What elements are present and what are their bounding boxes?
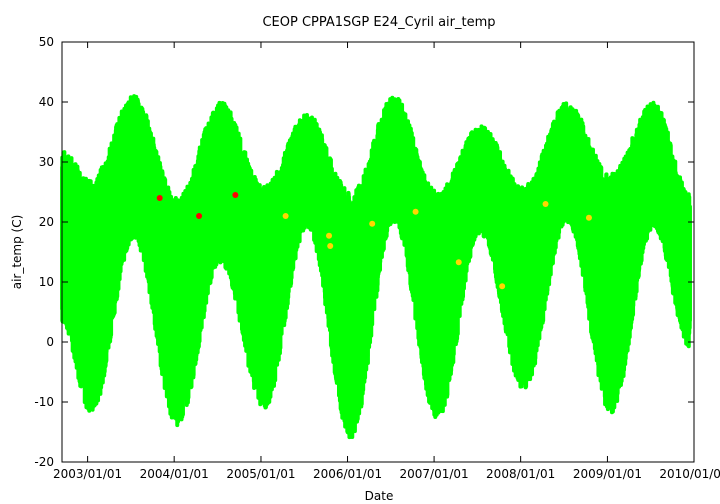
y-axis-label: air_temp (C): [10, 215, 24, 290]
y-tick-label: 50: [39, 35, 54, 49]
x-tick-label: 2009/01/01: [573, 467, 642, 481]
series-yellow-point: [412, 208, 419, 215]
series-red-point: [156, 195, 163, 201]
x-axis-label: Date: [365, 489, 394, 503]
series-yellow-point: [455, 259, 462, 266]
y-tick-label: 30: [39, 155, 54, 169]
y-tick-label: 40: [39, 95, 54, 109]
y-tick-label: 20: [39, 215, 54, 229]
x-tick-label: 2007/01/01: [399, 467, 468, 481]
x-tick-label: 2010/01/01: [659, 467, 720, 481]
x-tick-label: 2004/01/01: [140, 467, 209, 481]
x-axis: 2003/01/01 2004/01/01 2005/01/01 2006/01/01…: [53, 42, 720, 481]
y-tick-label: -10: [34, 395, 54, 409]
series-red-point: [232, 192, 239, 198]
chart-title: CEOP CPPA1SGP E24_Cyril air_temp: [262, 15, 495, 30]
series-yellow-point: [326, 232, 333, 239]
series-yellow-point: [327, 243, 334, 249]
x-tick-label: 2003/01/01: [53, 467, 122, 481]
plot-area: [60, 94, 692, 440]
y-tick-label: -20: [34, 455, 54, 469]
series-yellow-point: [282, 213, 289, 219]
series-yellow-point: [369, 220, 376, 227]
y-tick-label: 0: [46, 335, 54, 349]
series-yellow-point: [585, 214, 592, 221]
x-tick-label: 2008/01/01: [486, 467, 555, 481]
series-yellow-point: [499, 283, 506, 290]
y-axis: -20 -10 0 10 20 30 40 50: [34, 35, 694, 469]
y-tick-label: 10: [39, 275, 54, 289]
x-tick-label: 2005/01/01: [226, 467, 295, 481]
plot-frame: [61, 41, 695, 463]
series-red-point: [196, 213, 203, 219]
series-yellow-point: [542, 201, 549, 207]
x-tick-label: 2006/01/01: [313, 467, 382, 481]
